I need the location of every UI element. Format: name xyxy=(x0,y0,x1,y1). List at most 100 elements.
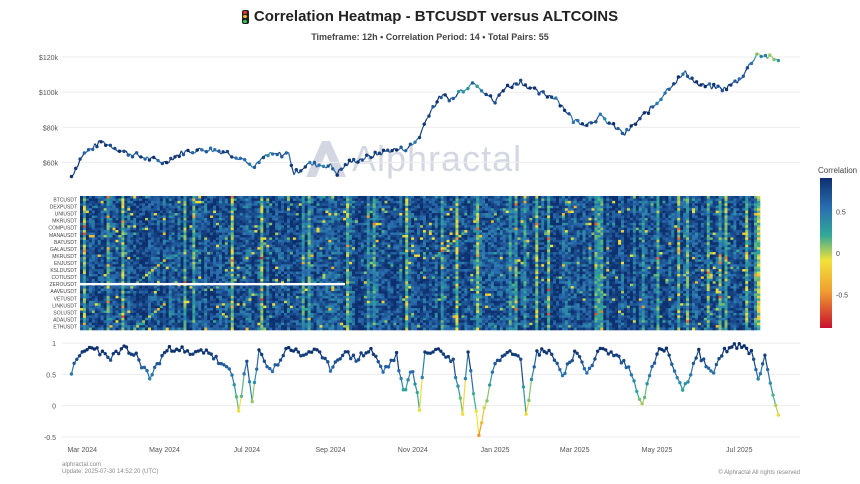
heatmap-cell xyxy=(216,291,220,294)
heatmap-cell xyxy=(100,317,104,321)
heatmap-cell xyxy=(233,220,237,224)
heatmap-cell xyxy=(221,222,226,226)
heatmap-cell xyxy=(153,286,158,289)
heatmap-cell xyxy=(313,259,317,263)
heatmap-row-label: COMPUSDT xyxy=(48,226,77,232)
heatmap-cell xyxy=(230,247,235,250)
heatmap-cell xyxy=(139,300,143,304)
heatmap-cell xyxy=(97,237,101,241)
heatmap-cell xyxy=(221,254,226,258)
heatmap-cell xyxy=(124,291,128,294)
heatmap-cell xyxy=(272,300,276,304)
heatmap-cell xyxy=(310,298,314,302)
heatmap-cell xyxy=(310,198,314,202)
heatmap-cell xyxy=(103,196,107,199)
heatmap-cell xyxy=(171,271,175,275)
heatmap-cell xyxy=(80,237,84,241)
heatmap-cell xyxy=(148,295,152,299)
heatmap-cell xyxy=(218,227,223,231)
heatmap-cell xyxy=(192,320,196,323)
heatmap-cell xyxy=(218,322,223,326)
heatmap-cell xyxy=(278,264,282,267)
chart-title: Correlation Heatmap - BTCUSDT versus ALT… xyxy=(241,8,618,25)
heatmap-cell xyxy=(168,325,172,328)
heatmap-cell xyxy=(260,315,264,319)
heatmap-cell xyxy=(251,317,255,321)
heatmap-cell xyxy=(136,215,140,219)
heatmap-cell xyxy=(100,210,104,214)
heatmap-cell xyxy=(204,322,208,326)
price-point xyxy=(456,89,461,94)
heatmap-cell xyxy=(254,269,258,272)
heatmap-cell xyxy=(112,291,116,294)
heatmap-cell xyxy=(192,252,196,255)
heatmap-cell xyxy=(174,293,178,297)
heatmap-cell xyxy=(281,222,285,226)
heatmap-cell xyxy=(100,222,104,226)
heatmap-cell xyxy=(213,196,217,199)
heatmap-cell xyxy=(266,234,270,238)
heatmap-cell xyxy=(148,259,152,263)
heatmap-cell xyxy=(257,249,261,253)
price-grid xyxy=(62,56,800,163)
heatmap-cell xyxy=(150,303,155,306)
heatmap-cell xyxy=(269,237,273,241)
heatmap-cell xyxy=(100,208,104,211)
heatmap-cell xyxy=(94,239,99,243)
heatmap-cell xyxy=(236,210,240,214)
heatmap-cell xyxy=(153,215,158,219)
heatmap-cell xyxy=(148,237,152,241)
heatmap-cell xyxy=(218,261,223,265)
heatmap-cell xyxy=(295,200,300,204)
heatmap-cell xyxy=(248,239,252,243)
heatmap-cell xyxy=(245,295,249,299)
heatmap-cell xyxy=(186,232,190,236)
heatmap-cell xyxy=(207,300,211,304)
heatmap-cell xyxy=(159,266,164,270)
heatmap-cell xyxy=(230,303,235,306)
heatmap-cell xyxy=(97,256,101,260)
heatmap-cell xyxy=(150,293,155,297)
heatmap-cell xyxy=(106,322,110,326)
heatmap-cell xyxy=(286,317,291,321)
heatmap-cell xyxy=(183,225,187,228)
heatmap-cell xyxy=(124,327,128,331)
heatmap-cell xyxy=(245,249,249,253)
heatmap-cell xyxy=(183,256,187,260)
heatmap-cell xyxy=(156,230,161,233)
heatmap-cell xyxy=(177,264,181,267)
heatmap-cell xyxy=(292,259,297,263)
heatmap-cell xyxy=(186,278,190,282)
heatmap-cell xyxy=(260,198,264,202)
heatmap-cell xyxy=(218,249,223,253)
heatmap-cell xyxy=(204,225,208,228)
heatmap-cell xyxy=(85,325,90,328)
heatmap-cell xyxy=(195,222,199,226)
heatmap-cell xyxy=(207,244,211,248)
heatmap-cell xyxy=(91,298,96,302)
heatmap-cell xyxy=(248,320,252,323)
heatmap-cell xyxy=(142,286,146,289)
heatmap-cell xyxy=(136,247,140,250)
heatmap-cell xyxy=(174,300,178,304)
heatmap-cell xyxy=(118,217,122,221)
heatmap-cell xyxy=(168,249,172,253)
heatmap-cell xyxy=(224,208,229,211)
heatmap-cell xyxy=(272,227,276,231)
heatmap-cell xyxy=(130,203,134,207)
heatmap-cell xyxy=(82,220,87,224)
heatmap-cell xyxy=(106,271,110,275)
heatmap-cell xyxy=(139,308,143,311)
heatmap-cell xyxy=(156,237,161,241)
heatmap-cell xyxy=(210,315,214,319)
heatmap-cell xyxy=(242,295,246,299)
heatmap-cell xyxy=(153,217,158,221)
heatmap-cell xyxy=(124,232,128,236)
heatmap-cell xyxy=(112,288,116,292)
heatmap-cell xyxy=(239,237,243,241)
heatmap-cell xyxy=(136,237,140,241)
heatmap-cell xyxy=(118,210,122,214)
heatmap-cell xyxy=(133,259,137,263)
heatmap-cell xyxy=(145,276,149,280)
heatmap-cell xyxy=(109,234,113,238)
